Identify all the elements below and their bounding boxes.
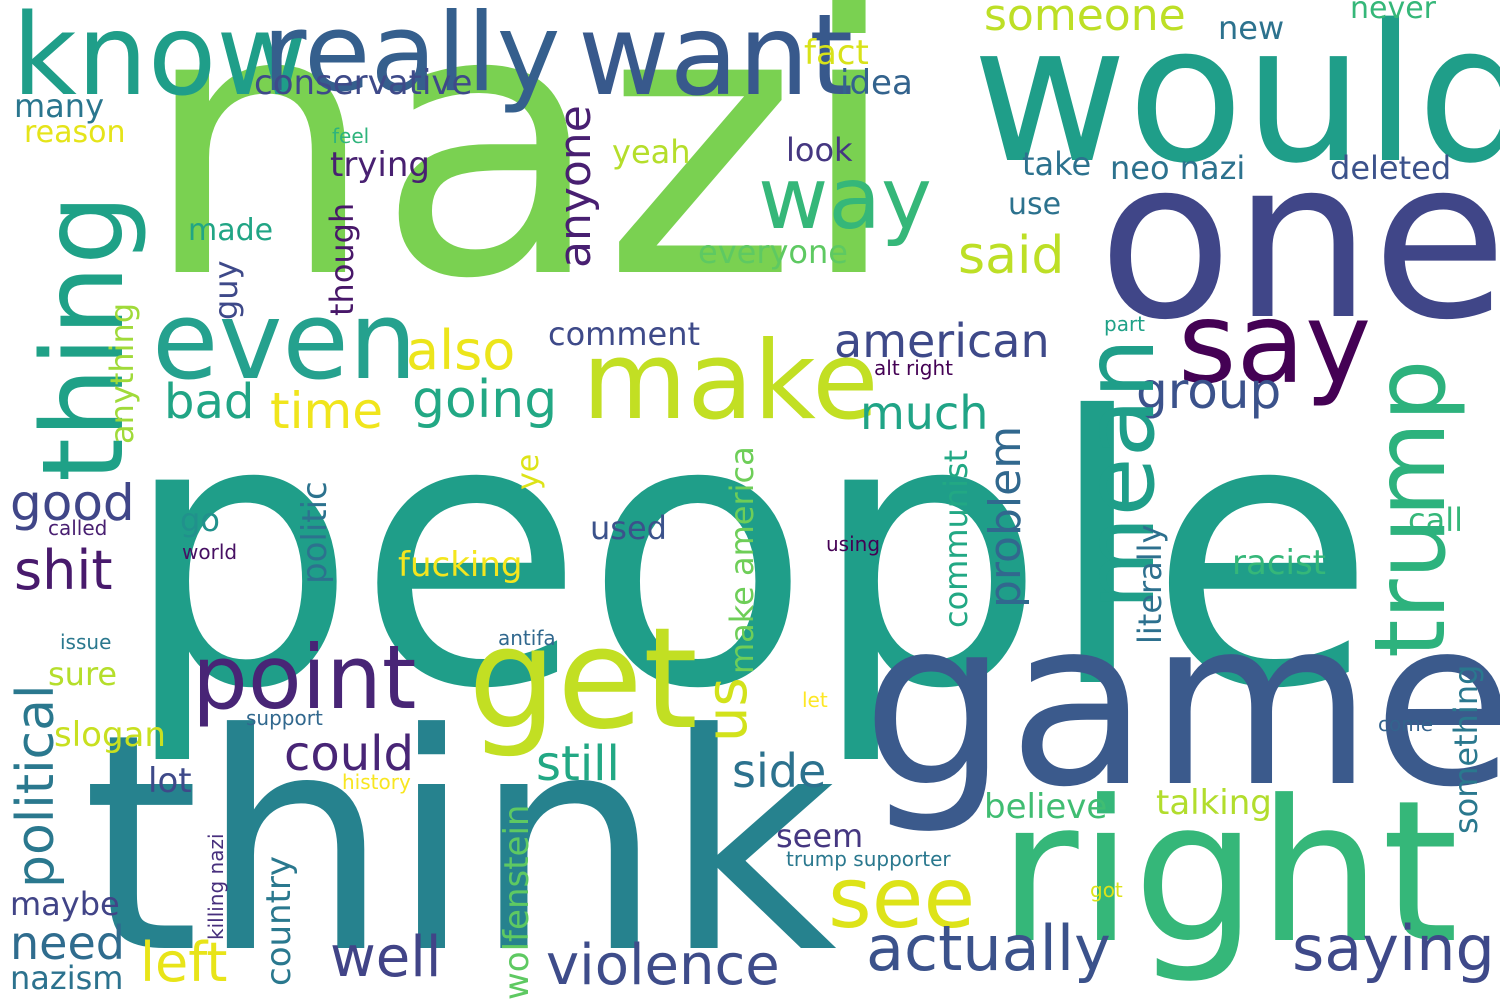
word-neo-nazi: neo nazi: [1110, 149, 1246, 187]
word-look: look: [786, 131, 853, 169]
word-people: people: [122, 340, 1377, 770]
word-called: called: [48, 516, 108, 540]
word-killing-nazi: killing nazi: [204, 833, 228, 940]
word-fucking: fucking: [398, 545, 523, 585]
word-fact: fact: [804, 33, 869, 73]
word-also: also: [406, 319, 516, 382]
word-come: come: [1378, 712, 1434, 736]
word-bad: bad: [164, 374, 255, 430]
word-country: country: [259, 855, 299, 986]
word-get: get: [468, 598, 698, 761]
word-alt-right: alt right: [874, 356, 954, 380]
word-would: would: [972, 0, 1500, 205]
word-anyone: anyone: [550, 105, 601, 268]
word-said: said: [958, 226, 1065, 286]
word-slogan: slogan: [54, 715, 166, 755]
word-violence: violence: [546, 933, 780, 998]
word-made: made: [188, 213, 274, 248]
word-part: part: [1104, 312, 1146, 336]
word-take: take: [1022, 145, 1092, 183]
word-deleted: deleted: [1330, 149, 1452, 187]
word-time: time: [270, 382, 383, 440]
word-someone: someone: [984, 0, 1186, 41]
word-us: us: [695, 677, 760, 742]
word-yeah: yeah: [612, 133, 691, 171]
word-saying: saying: [1292, 912, 1495, 985]
word-let: let: [802, 688, 828, 712]
word-think: think: [82, 670, 837, 1000]
word-maybe: maybe: [10, 885, 120, 923]
word-comment: comment: [548, 315, 701, 353]
word-really: really: [262, 0, 561, 116]
word-trump: trump: [1354, 359, 1468, 659]
word-going: going: [412, 370, 558, 430]
word-american: american: [834, 314, 1050, 368]
word-never: never: [1350, 0, 1437, 26]
word-using: using: [826, 532, 881, 556]
word-antifa: antifa: [498, 626, 556, 650]
word-got: got: [1090, 878, 1123, 902]
word-group: group: [1136, 362, 1282, 420]
word-everyone: everyone: [698, 233, 848, 271]
word-good: good: [10, 474, 135, 532]
word-though: though: [323, 202, 361, 316]
word-nazi: nazi: [142, 0, 901, 360]
word-use: use: [1008, 187, 1062, 222]
word-see: see: [828, 849, 976, 947]
word-still: still: [536, 736, 620, 792]
word-go: go: [180, 501, 220, 539]
word-shit: shit: [14, 539, 113, 602]
word-well: well: [330, 925, 442, 990]
word-sure: sure: [48, 655, 118, 693]
word-feel: feel: [332, 124, 370, 148]
word-problem: problem: [980, 425, 1031, 608]
word-political: political: [6, 684, 66, 888]
word-right: right: [998, 759, 1459, 987]
word-say: say: [1178, 279, 1372, 409]
word-make-america: make america: [723, 446, 761, 674]
word-make: make: [582, 319, 879, 444]
word-politic: politic: [295, 481, 335, 584]
word-many: many: [14, 87, 104, 125]
word-talking: talking: [1156, 783, 1272, 823]
word-know: know: [12, 0, 308, 121]
word-literally: literally: [1131, 524, 1169, 645]
word-could: could: [284, 726, 414, 782]
word-something: something: [1447, 664, 1485, 834]
word-lot: lot: [148, 761, 192, 801]
word-wolfenstein: wolfenstein: [497, 804, 537, 1000]
word-racist: racist: [1232, 543, 1326, 583]
word-need: need: [10, 916, 125, 970]
word-side: side: [732, 744, 827, 798]
word-issue: issue: [60, 630, 112, 654]
word-actually: actually: [866, 912, 1111, 985]
word-idea: idea: [840, 63, 913, 103]
word-way: way: [758, 149, 932, 249]
word-communist: communist: [937, 449, 975, 628]
word-call: call: [1408, 501, 1463, 539]
word-history: history: [342, 770, 411, 794]
word-ye: ye: [511, 453, 546, 490]
word-new: new: [1218, 9, 1285, 47]
word-world: world: [182, 540, 238, 564]
word-reason: reason: [24, 115, 126, 150]
word-want: want: [578, 0, 854, 121]
word-trump-supporter: trump supporter: [786, 847, 951, 871]
word-one: one: [1098, 112, 1500, 368]
word-trying: trying: [330, 145, 431, 185]
word-point: point: [192, 626, 417, 729]
word-seem: seem: [776, 817, 864, 855]
word-even: even: [152, 279, 418, 404]
word-support: support: [246, 706, 323, 730]
word-left: left: [140, 931, 228, 994]
word-used: used: [590, 509, 667, 547]
word-guy: guy: [207, 260, 245, 320]
word-nazism: nazism: [10, 959, 124, 997]
word-anything: anything: [103, 302, 141, 444]
word-conservative: conservative: [254, 63, 473, 103]
word-game: game: [862, 571, 1500, 838]
word-much: much: [860, 386, 989, 440]
word-believe: believe: [984, 787, 1108, 827]
